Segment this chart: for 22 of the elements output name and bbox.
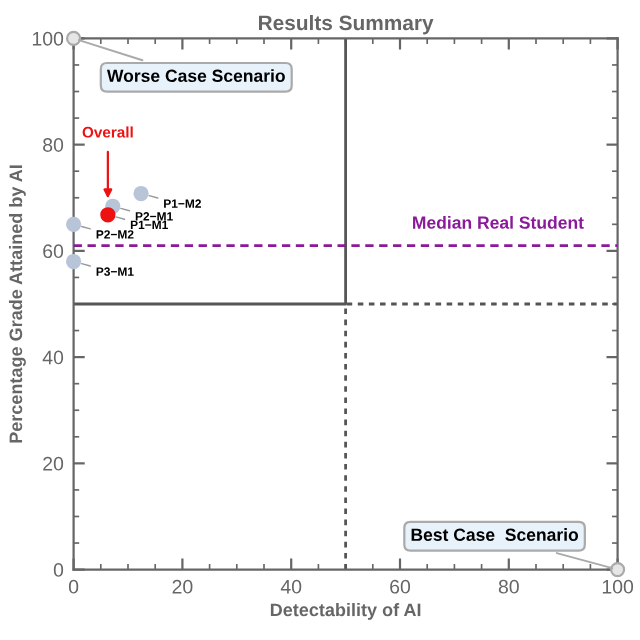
x-tick-label: 100: [602, 579, 634, 594]
y-tick-label: 40: [42, 350, 64, 365]
y-tick-label: 60: [43, 244, 64, 259]
text: Worse Case Scenario: [106, 69, 285, 82]
ref-line-label: Median Real Student: [413, 215, 584, 229]
x-tick-label: 0: [68, 579, 79, 594]
y-tick-label: 80: [43, 138, 64, 152]
x-tick-label: 40: [280, 579, 302, 594]
x-tick-label: 60: [390, 579, 411, 594]
y-axis-title: Percentage Grade Attained by AI: [8, 165, 26, 443]
point: [65, 253, 82, 270]
point: [100, 207, 116, 223]
chart-title: Results Summary: [259, 14, 434, 35]
point: [65, 216, 82, 232]
text: Best Case Scenario: [411, 528, 579, 541]
x-tick-label: 80: [498, 579, 519, 594]
y-tick-label: 20: [43, 456, 64, 471]
point: [133, 185, 149, 202]
y-tick-label: 100: [32, 31, 64, 46]
x-tick-label: 20: [172, 579, 193, 594]
x-axis-title: Detectability of AI: [270, 603, 421, 620]
y-tick-label: 0: [53, 563, 64, 577]
